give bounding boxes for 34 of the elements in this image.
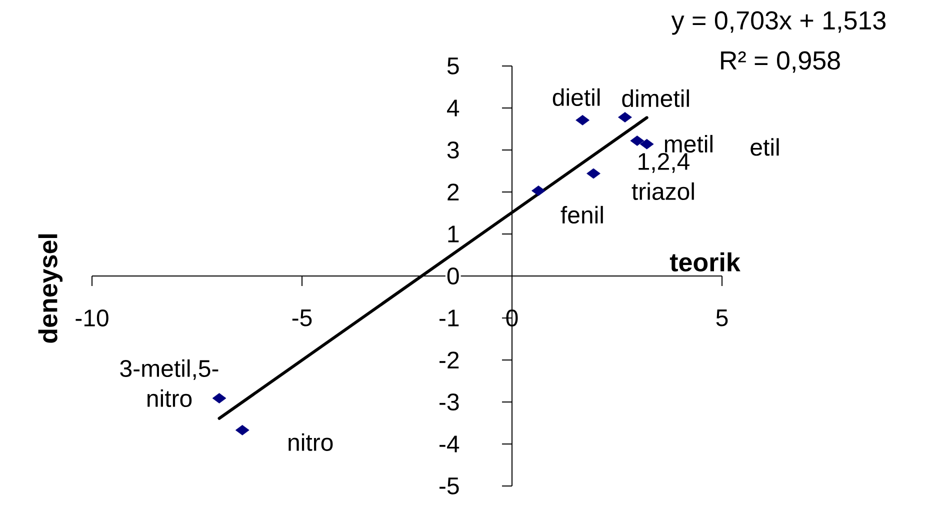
point [235, 424, 250, 436]
x-tick-label: -10 [76, 310, 108, 327]
x-tick-label: 5 [716, 310, 728, 326]
text: y = 0,703x + 1,513 [671, 11, 886, 35]
annotation: fenil [560, 206, 603, 224]
point [532, 186, 546, 196]
y-tick-label: 5 [447, 58, 459, 74]
y-tick-label: -1 [440, 310, 459, 326]
point [630, 136, 644, 146]
y-tick-label: 1 [448, 226, 459, 242]
point [640, 138, 654, 150]
annotation: nitro [288, 433, 333, 451]
annotation: 3-metil,5-nitro [120, 359, 218, 408]
y-tick-label: 4 [447, 100, 460, 116]
annotation: R² = 0,958 [721, 51, 840, 73]
point [212, 393, 226, 404]
x-tick-label: -5 [292, 310, 312, 326]
point [618, 112, 632, 122]
annotation: dietil [552, 88, 600, 106]
y-tick-label: -4 [440, 436, 460, 452]
y-axis-title: deneysel [38, 234, 63, 343]
y-tick-label: 0 [447, 267, 459, 284]
annotation: 1,2,4 triazol [632, 153, 694, 200]
y-tick-label: -3 [440, 393, 459, 410]
y-tick-label: -2 [440, 352, 459, 368]
y-tick-label: 2 [448, 184, 459, 200]
text: etil [750, 138, 779, 156]
point [586, 168, 600, 179]
x-axis-title: teorik [670, 252, 740, 272]
y-tick-label: 3 [447, 141, 459, 158]
annotation: metil [664, 134, 712, 153]
annotation: dimetil [622, 89, 689, 108]
point [576, 114, 590, 126]
y-tick-label: -5 [440, 478, 459, 494]
